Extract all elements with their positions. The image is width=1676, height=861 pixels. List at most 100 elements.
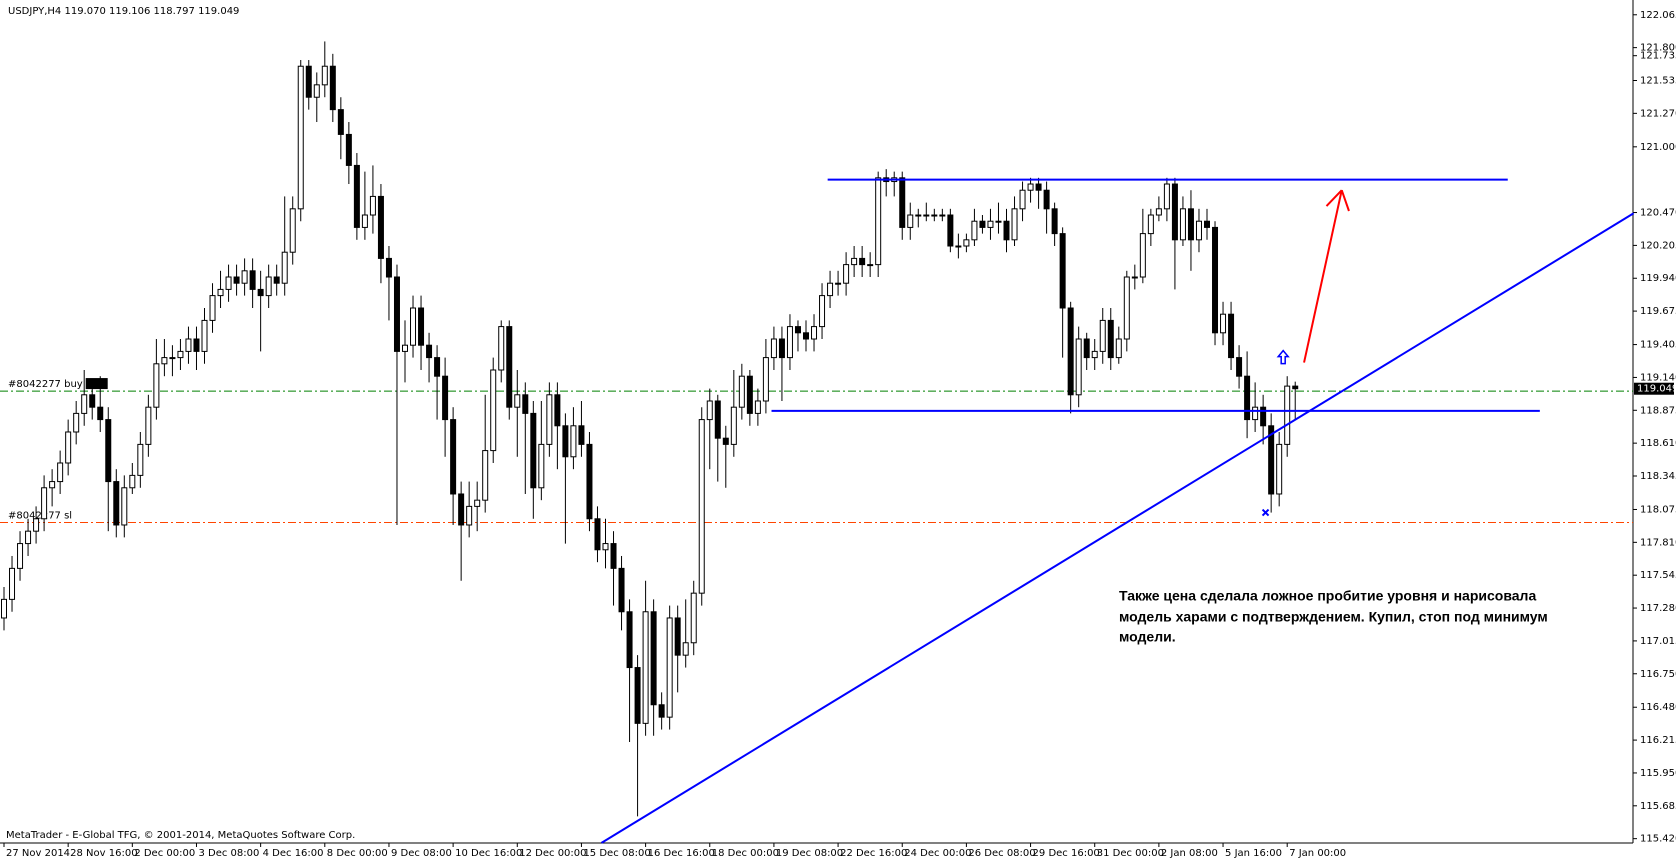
candle-body xyxy=(1131,276,1138,279)
candle-body xyxy=(995,220,1002,223)
y-tick-label: 121.535 xyxy=(1640,75,1676,86)
candle-body xyxy=(209,295,216,321)
y-tick-label: 122.065 xyxy=(1640,10,1676,21)
candle-body xyxy=(562,425,569,458)
candle-body xyxy=(225,276,232,290)
candle-body xyxy=(674,617,681,656)
candle-body xyxy=(297,65,304,210)
candle-body xyxy=(819,295,826,328)
candle-body xyxy=(1212,226,1219,334)
x-tick-label: 4 Dec 16:00 xyxy=(263,848,324,859)
candle-body xyxy=(923,214,930,217)
candle-body xyxy=(369,195,376,216)
footer: MetaTrader - E-Global TFG, © 2001-2014, … xyxy=(6,830,355,841)
candle-body xyxy=(418,307,425,346)
y-tick-label: 121.000 xyxy=(1640,142,1676,153)
candle-body xyxy=(899,177,906,228)
candle-body xyxy=(73,412,80,433)
candle-body xyxy=(121,487,128,526)
candle-body xyxy=(113,481,120,526)
candle-body xyxy=(514,394,521,408)
x-tick-label: 27 Nov 2014 xyxy=(6,848,70,859)
x-tick-label: 7 Jan 00:00 xyxy=(1289,848,1346,859)
x-tick-label: 9 Dec 08:00 xyxy=(391,848,452,859)
x-tick-label: 28 Nov 16:00 xyxy=(70,848,137,859)
candle-body xyxy=(594,518,601,551)
candle-body xyxy=(305,65,312,98)
candle-body xyxy=(257,288,264,297)
y-tick-label: 116.480 xyxy=(1640,702,1676,713)
candle-body xyxy=(49,481,56,489)
candle-body xyxy=(41,487,48,520)
candle-body xyxy=(273,276,280,284)
candle-body xyxy=(843,264,850,284)
x-tick-label: 8 Dec 00:00 xyxy=(327,848,388,859)
candle-body xyxy=(1236,357,1243,377)
candle-body xyxy=(586,443,593,520)
candle-body xyxy=(289,208,296,253)
y-tick-label: 119.675 xyxy=(1640,306,1676,317)
candle-body xyxy=(931,214,938,217)
x-tick-label: 2 Jan 08:00 xyxy=(1161,848,1218,859)
candle-body xyxy=(249,270,256,290)
candle-body xyxy=(955,245,962,248)
candle-body xyxy=(794,326,801,334)
candle-body xyxy=(1292,385,1299,390)
x-tick-label: 5 Jan 16:00 xyxy=(1225,848,1282,859)
candle-body xyxy=(1115,338,1122,359)
candle-body xyxy=(353,164,360,228)
candle-body xyxy=(105,419,112,483)
candle-body xyxy=(345,133,352,166)
y-tick-label: 116.750 xyxy=(1640,669,1676,680)
candle-body xyxy=(530,412,537,489)
y-tick-label: 118.345 xyxy=(1640,471,1676,482)
candle-body xyxy=(666,617,673,718)
y-tick-label: 120.205 xyxy=(1640,240,1676,251)
candle-body xyxy=(337,109,344,135)
candle-body xyxy=(434,357,441,377)
x-tick-label: 26 Dec 08:00 xyxy=(968,848,1035,859)
candle-body xyxy=(803,332,809,340)
y-tick-label: 115.420 xyxy=(1640,834,1676,845)
candle-body xyxy=(482,450,489,501)
candle-body xyxy=(762,357,769,402)
candle-body xyxy=(490,369,497,452)
candle-body xyxy=(738,375,745,408)
chart-header: USDJPY,H4 119.070 119.106 118.797 119.04… xyxy=(8,6,239,17)
candle-body xyxy=(1139,233,1146,278)
candle-body xyxy=(233,276,240,284)
candle-body xyxy=(947,214,954,247)
candle-body xyxy=(1075,338,1082,396)
candle-body xyxy=(602,543,609,551)
candle-body xyxy=(971,220,978,241)
candle-body xyxy=(241,270,248,284)
trendline xyxy=(600,212,1635,844)
candle-body xyxy=(979,220,986,228)
annotation-line: модель харами с подтверждением. Купил, с… xyxy=(1119,609,1548,625)
y-tick-label: 115.685 xyxy=(1640,801,1676,812)
arrow-head xyxy=(1325,189,1343,207)
candle-body xyxy=(201,319,208,352)
candle-body xyxy=(1252,406,1259,421)
x-tick-label: 15 Dec 08:00 xyxy=(583,848,650,859)
candle-body xyxy=(402,344,408,352)
candle-body xyxy=(442,375,449,421)
exit-marker xyxy=(1261,508,1270,517)
y-tick-label: 121.800 xyxy=(1640,43,1676,54)
x-tick-label: 31 Dec 00:00 xyxy=(1097,848,1164,859)
candle-body xyxy=(313,84,320,98)
candle-body xyxy=(642,611,649,724)
x-tick-label: 12 Dec 00:00 xyxy=(519,848,586,859)
candle-body xyxy=(1107,319,1114,359)
candle-body xyxy=(361,214,368,228)
y-tick-label: 117.015 xyxy=(1640,636,1676,647)
candle-body xyxy=(1260,406,1267,427)
x-tick-label: 16 Dec 16:00 xyxy=(648,848,715,859)
candle-body xyxy=(1195,220,1202,241)
candle-body xyxy=(650,611,657,706)
candle-body xyxy=(65,431,72,464)
candle-body xyxy=(129,474,136,489)
